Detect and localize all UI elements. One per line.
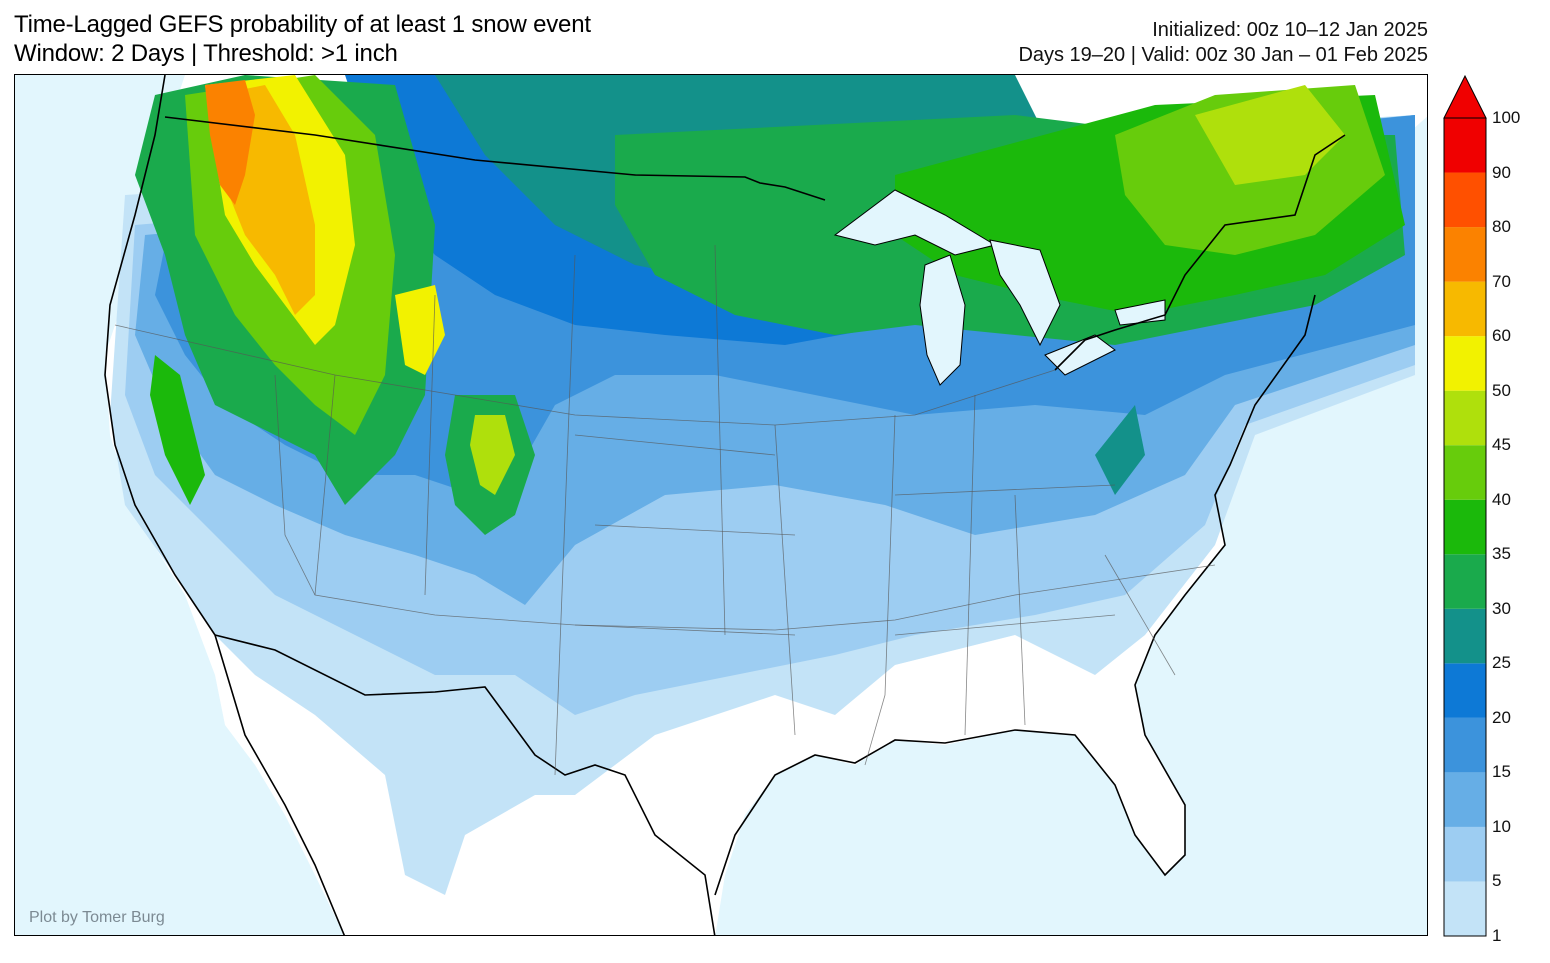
colorbar-label-80: 80 xyxy=(1492,217,1511,237)
initialized-text: Initialized: 00z 10–12 Jan 2025 xyxy=(1152,19,1428,41)
colorbar-swatch-15 xyxy=(1444,717,1486,773)
colorbar-label-20: 20 xyxy=(1492,707,1511,727)
colorbar-swatch-20 xyxy=(1444,663,1486,718)
colorbar-swatch-80 xyxy=(1444,172,1486,228)
colorbar: 1 5 10 15 20 25 30 35 40 45 50 60 70 80 90 100 xyxy=(1442,74,1550,945)
colorbar-label-25: 25 xyxy=(1492,653,1511,673)
map-title: Time-Lagged GEFS probability of at least… xyxy=(14,11,591,38)
colorbar-label-60: 60 xyxy=(1492,326,1511,346)
colorbar-label-15: 15 xyxy=(1492,762,1511,782)
colorbar-swatch-50 xyxy=(1444,336,1486,391)
valid-text: Days 19–20 | Valid: 00z 30 Jan – 01 Feb … xyxy=(1018,44,1428,66)
colorbar-swatch-30 xyxy=(1444,554,1486,609)
contour-45 xyxy=(1195,85,1345,185)
colorbar-swatch-45 xyxy=(1444,390,1486,446)
map-panel[interactable]: Plot by Tomer Burg xyxy=(14,74,1428,936)
colorbar-swatch-1 xyxy=(1444,881,1486,936)
lake-superior xyxy=(833,189,997,256)
colorbar-label-35: 35 xyxy=(1492,544,1511,564)
title-right: Initialized: 00z 10–12 Jan 2025 Days 19–… xyxy=(1018,18,1428,68)
colorbar-label-70: 70 xyxy=(1492,271,1511,291)
coastline-gulf xyxy=(714,294,1316,896)
map-canvas[interactable] xyxy=(15,75,1428,936)
map-subtitle: Window: 2 Days | Threshold: >1 inch xyxy=(14,40,398,67)
colorbar-extend-arrow xyxy=(1443,74,1487,119)
colorbar-label-100: 100 xyxy=(1492,108,1521,127)
title-left: Time-Lagged GEFS probability of at least… xyxy=(14,10,591,68)
colorbar-label-5: 5 xyxy=(1492,871,1502,891)
colorbar-swatches xyxy=(1443,74,1487,937)
colorbar-label-45: 45 xyxy=(1492,435,1511,455)
colorbar-label-1: 1 xyxy=(1492,926,1502,945)
lake-erie xyxy=(1044,334,1116,376)
state-borders xyxy=(114,244,1216,776)
colorbar-label-40: 40 xyxy=(1492,489,1511,509)
colorbar-label-10: 10 xyxy=(1492,816,1511,836)
colorbar-swatch-70 xyxy=(1444,227,1486,282)
colorbar-swatch-40 xyxy=(1444,445,1486,500)
colorbar-swatch-90 xyxy=(1444,118,1486,173)
contour-mt-50 xyxy=(395,285,445,375)
colorbar-swatch-60 xyxy=(1444,281,1486,337)
us-canada-border-east xyxy=(1054,134,1346,371)
lake-michigan xyxy=(919,254,966,386)
credit-text: Plot by Tomer Burg xyxy=(29,909,165,926)
colorbar-swatch-5 xyxy=(1444,826,1486,882)
us-canada-border xyxy=(164,116,826,201)
colorbar-swatch-10 xyxy=(1444,772,1486,827)
contour-west-70 xyxy=(205,80,255,205)
us-mexico-border xyxy=(214,634,716,935)
contour-app-25 xyxy=(1095,405,1145,495)
country-borders xyxy=(104,75,1346,935)
colorbar-label-90: 90 xyxy=(1492,162,1511,182)
colorbar-swatch-35 xyxy=(1444,499,1486,555)
colorbar-frame xyxy=(1443,117,1487,937)
lake-huron xyxy=(989,239,1061,347)
coastline-west xyxy=(104,75,346,935)
contour-cal-35 xyxy=(150,355,205,505)
contour-wyo-45 xyxy=(470,415,515,495)
colorbar-swatch-25 xyxy=(1444,608,1486,664)
colorbar-label-30: 30 xyxy=(1492,598,1511,618)
probability-contours xyxy=(110,75,1415,895)
colorbar-label-50: 50 xyxy=(1492,380,1511,400)
